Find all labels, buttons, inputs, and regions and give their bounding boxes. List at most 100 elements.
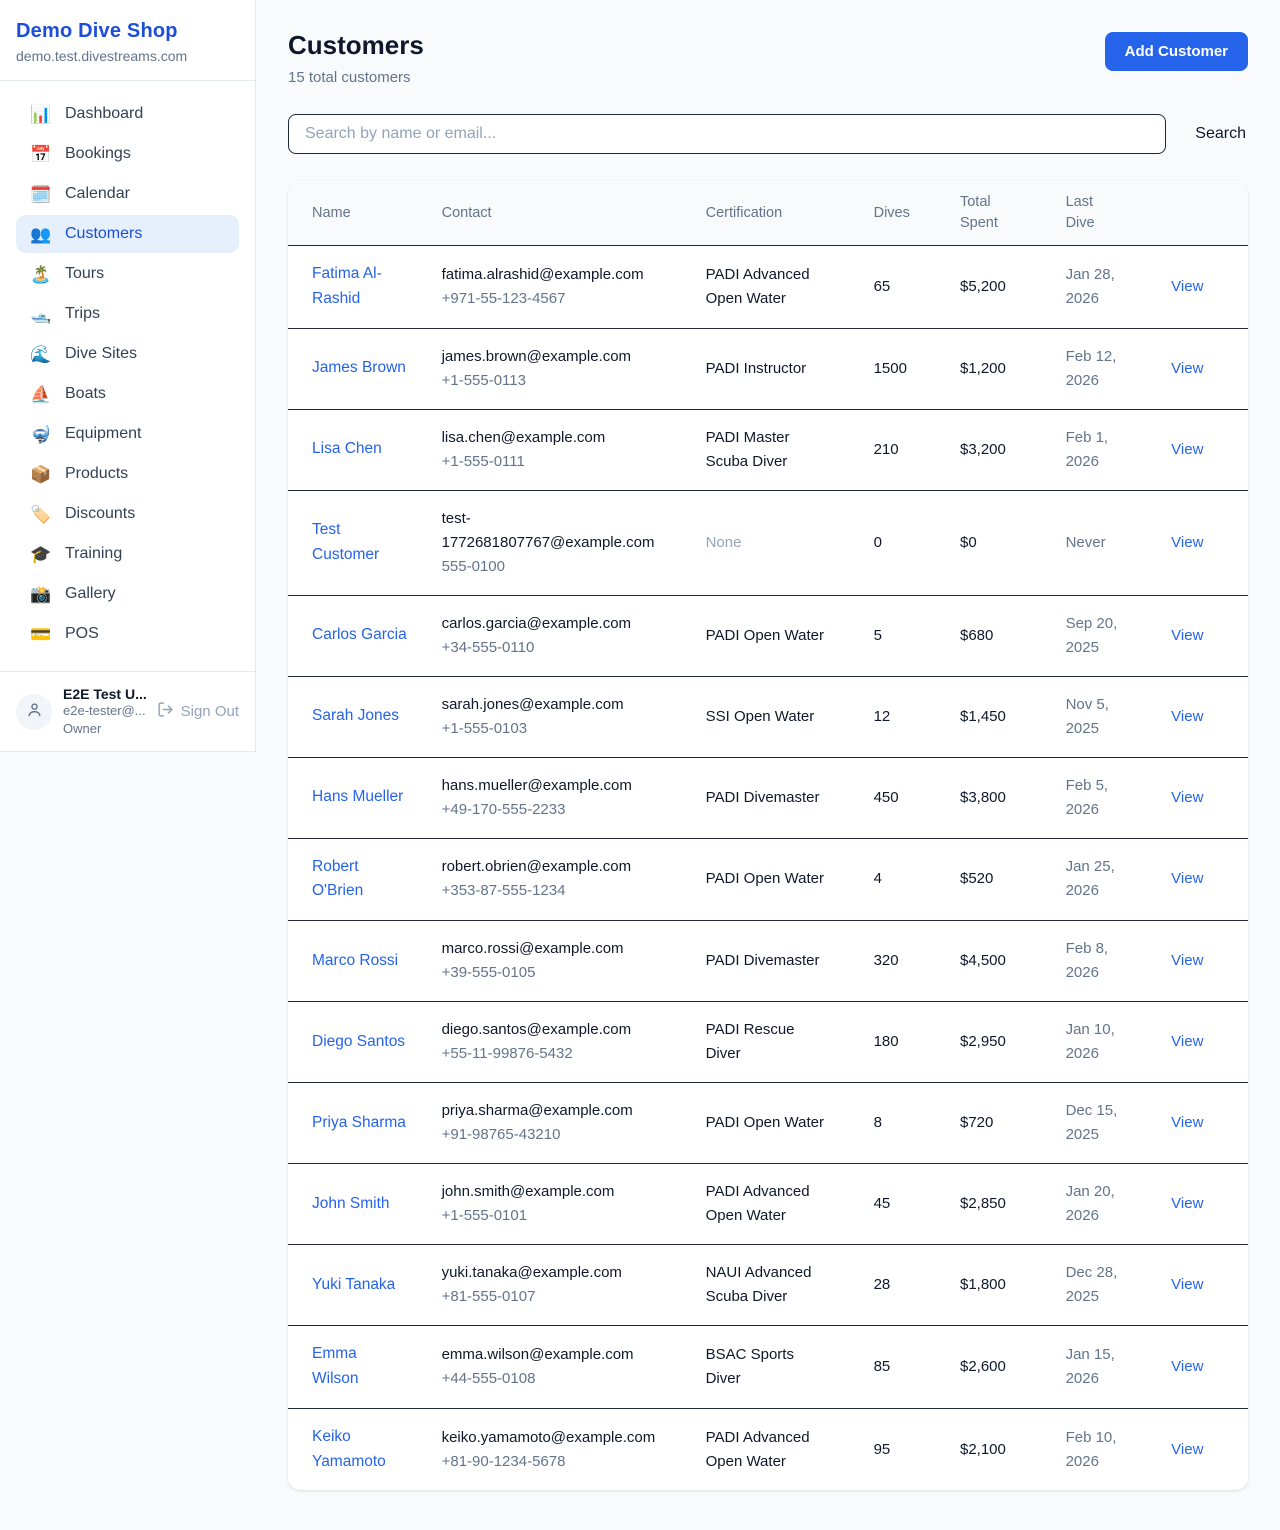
sign-out-icon [157, 701, 174, 722]
page-subtitle: 15 total customers [288, 69, 411, 86]
customer-email: robert.obrien@example.com [441, 858, 632, 876]
customer-name-link[interactable]: Robert O'Brien [312, 857, 364, 900]
view-link[interactable]: View [1171, 870, 1204, 888]
view-link[interactable]: View [1171, 277, 1204, 295]
customers-table-card: Name Contact Certification Dives Total S… [288, 181, 1248, 1491]
dive-sites-icon: 🌊 [30, 344, 52, 364]
customers-icon: 👥 [30, 224, 52, 244]
brand-name: Demo Dive Shop [16, 20, 178, 42]
view-link[interactable]: View [1171, 707, 1204, 725]
customer-email: emma.wilson@example.com [441, 1346, 634, 1364]
view-link[interactable]: View [1171, 359, 1204, 377]
total-spent-cell: $1,800 [959, 1276, 1006, 1294]
last-dive-cell: Feb 8, 2026 [1065, 940, 1109, 982]
dives-cell: 12 [873, 707, 891, 725]
customers-table: Name Contact Certification Dives Total S… [288, 181, 1248, 1490]
customer-name-link[interactable]: Priya Sharma [312, 1113, 406, 1131]
customer-name-link[interactable]: Emma Wilson [312, 1345, 359, 1388]
customer-email: yuki.tanaka@example.com [441, 1264, 622, 1282]
search-button[interactable]: Search [1193, 119, 1248, 149]
brand: Demo Dive Shop demo.test.divestreams.com [0, 0, 255, 81]
view-link[interactable]: View [1171, 952, 1204, 970]
view-link[interactable]: View [1171, 626, 1204, 644]
view-link[interactable]: View [1171, 1114, 1204, 1132]
last-dive-cell: Dec 15, 2025 [1065, 1102, 1118, 1144]
dives-cell: 4 [873, 870, 882, 888]
customer-phone: +1-555-0101 [441, 1207, 528, 1225]
customer-name-link[interactable]: Yuki Tanaka [312, 1275, 396, 1293]
boats-icon: ⛵ [30, 384, 52, 404]
customer-name-link[interactable]: Lisa Chen [312, 440, 382, 458]
search-input[interactable] [288, 114, 1167, 154]
sidebar-item-bookings[interactable]: 📅 Bookings [30, 144, 131, 164]
column-header-dives: Dives [873, 181, 960, 246]
last-dive-cell: Sep 20, 2025 [1065, 614, 1118, 656]
sidebar-item-equipment[interactable]: 🤿 Equipment [30, 424, 142, 444]
sidebar-item-gallery[interactable]: 📸 Gallery [30, 584, 116, 604]
total-spent-cell: $2,100 [959, 1440, 1006, 1458]
total-spent-cell: $2,950 [959, 1033, 1006, 1051]
total-spent-cell: $520 [959, 870, 994, 888]
customer-name-link[interactable]: Fatima Al-Rashid [312, 265, 382, 307]
customer-name-link[interactable]: Hans Mueller [312, 788, 404, 806]
certification-cell: PADI Rescue Diver [705, 1021, 795, 1063]
view-link[interactable]: View [1171, 1440, 1204, 1458]
user-box: E2E Test U... e2e-tester@... Owner Sign … [0, 671, 255, 751]
customer-name-link[interactable]: James Brown [312, 359, 406, 377]
sidebar-item-boats[interactable]: ⛵ Boats [30, 384, 106, 404]
table-row: James Brown james.brown@example.com +1-5… [288, 328, 1248, 409]
sidebar: Demo Dive Shop demo.test.divestreams.com… [0, 0, 256, 753]
customer-name-link[interactable]: Carlos Garcia [312, 626, 407, 644]
customer-name-link[interactable]: Test Customer [312, 520, 380, 563]
user-email: e2e-tester@... [63, 703, 146, 718]
certification-cell: PADI Instructor [705, 359, 807, 377]
view-link[interactable]: View [1171, 533, 1204, 551]
customer-name-link[interactable]: Keiko Yamamoto [312, 1427, 386, 1470]
sidebar-item-customers[interactable]: 👥 Customers [16, 215, 239, 253]
calendar-icon: 🗓️ [30, 184, 52, 204]
dives-cell: 210 [873, 440, 899, 458]
total-spent-cell: $720 [959, 1114, 994, 1132]
last-dive-cell: Nov 5, 2025 [1065, 695, 1109, 737]
certification-cell: PADI Divemaster [705, 952, 820, 970]
customer-phone: +353-87-555-1234 [441, 882, 566, 900]
products-icon: 📦 [30, 464, 52, 484]
view-link[interactable]: View [1171, 788, 1204, 806]
sidebar-item-calendar[interactable]: 🗓️ Calendar [30, 184, 130, 204]
dives-cell: 8 [873, 1114, 882, 1132]
brand-domain: demo.test.divestreams.com [16, 48, 188, 64]
sidebar-item-dashboard[interactable]: 📊 Dashboard [30, 104, 144, 124]
customer-name-link[interactable]: Diego Santos [312, 1032, 406, 1050]
customer-name-link[interactable]: Marco Rossi [312, 951, 399, 969]
customer-phone: +91-98765-43210 [441, 1126, 561, 1144]
certification-cell: SSI Open Water [705, 707, 815, 725]
customer-email: john.smith@example.com [441, 1183, 615, 1201]
customer-phone: +81-555-0107 [441, 1288, 536, 1306]
sidebar-item-tours[interactable]: 🏝️ Tours [30, 264, 105, 284]
customer-phone: +81-90-1234-5678 [441, 1452, 566, 1470]
customer-phone: +55-11-99876-5432 [441, 1045, 573, 1063]
table-row: Diego Santos diego.santos@example.com +5… [288, 1001, 1248, 1083]
customer-name-link[interactable]: Sarah Jones [312, 707, 400, 725]
sidebar-item-dive-sites[interactable]: 🌊 Dive Sites [30, 344, 138, 364]
sidebar-item-discounts[interactable]: 🏷️ Discounts [30, 504, 136, 524]
column-header-actions [1171, 181, 1248, 246]
view-link[interactable]: View [1171, 440, 1204, 458]
customer-phone: +1-555-0103 [441, 719, 528, 737]
sidebar-item-pos[interactable]: 💳 POS [30, 624, 99, 644]
add-customer-button[interactable]: Add Customer [1104, 32, 1248, 71]
view-link[interactable]: View [1171, 1276, 1204, 1294]
sidebar-item-training[interactable]: 🎓 Training [30, 544, 123, 564]
customer-email: james.brown@example.com [441, 347, 632, 365]
sign-out-button[interactable]: Sign Out [157, 701, 239, 722]
dives-cell: 320 [873, 952, 899, 970]
view-link[interactable]: View [1171, 1358, 1204, 1376]
sidebar-item-trips[interactable]: 🛥️ Trips [30, 304, 100, 324]
customer-name-link[interactable]: John Smith [312, 1194, 390, 1212]
view-link[interactable]: View [1171, 1195, 1204, 1213]
table-row: John Smith john.smith@example.com +1-555… [288, 1163, 1248, 1245]
sidebar-item-products[interactable]: 📦 Products [30, 464, 129, 484]
dives-cell: 0 [873, 533, 882, 551]
view-link[interactable]: View [1171, 1033, 1204, 1051]
gallery-icon: 📸 [30, 584, 52, 604]
